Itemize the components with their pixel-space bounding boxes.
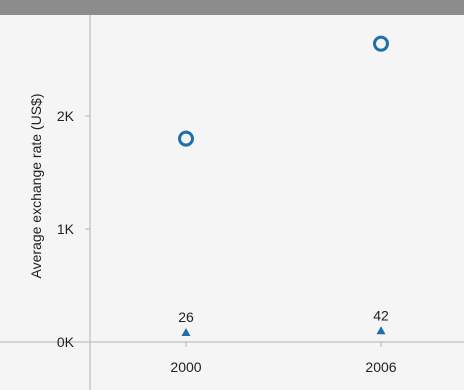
circle-marker-point[interactable]	[178, 130, 194, 147]
y-axis-label: Average exchange rate (US$)	[28, 94, 44, 279]
x-tick-label: 2000	[170, 359, 201, 375]
triangle-marker-point[interactable]	[376, 326, 386, 335]
window-title-bar	[0, 0, 464, 15]
chart-area: 0K 1K 2K 2000 2006 Average exchange rate (US$…	[0, 15, 464, 390]
triangle-marker-point[interactable]	[181, 328, 191, 337]
circle-marker-point[interactable]	[373, 35, 389, 52]
y-tick-label: 1K	[57, 221, 75, 237]
scatter-chart: 0K 1K 2K 2000 2006 Average exchange rate (US$…	[0, 15, 464, 390]
x-tick-label: 2006	[365, 359, 396, 375]
y-tick-label: 2K	[57, 108, 75, 124]
data-label: 26	[178, 309, 194, 325]
data-label: 42	[373, 307, 389, 323]
y-tick-label: 0K	[57, 334, 75, 350]
